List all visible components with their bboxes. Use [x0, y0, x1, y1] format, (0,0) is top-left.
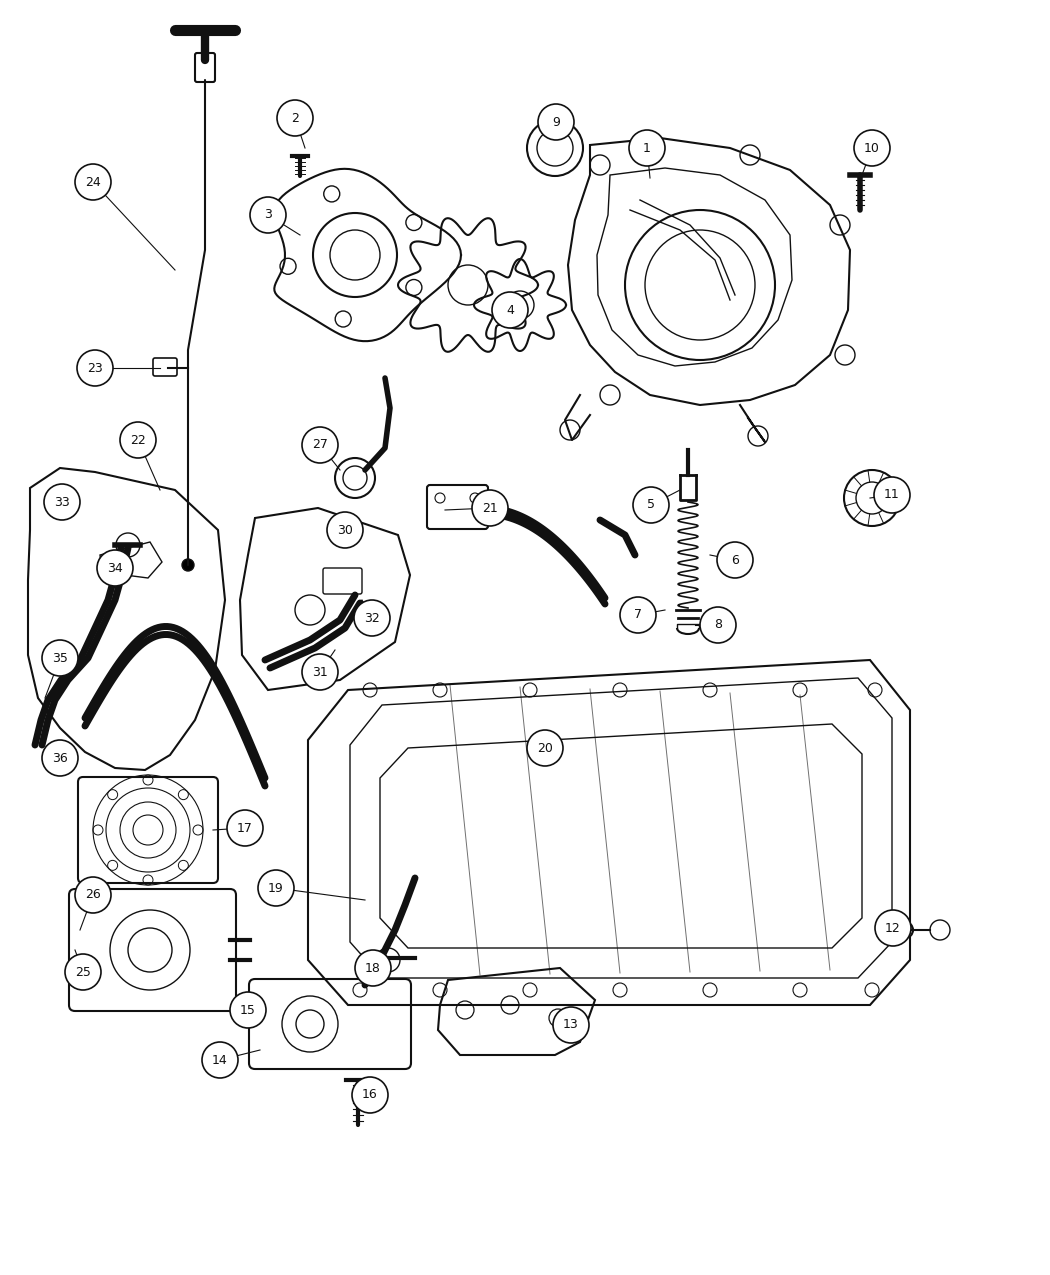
Text: 13: 13 — [563, 1019, 579, 1031]
Circle shape — [527, 731, 563, 766]
Circle shape — [875, 910, 911, 946]
Text: 23: 23 — [87, 362, 103, 375]
Text: 7: 7 — [634, 608, 642, 621]
Circle shape — [120, 422, 156, 458]
Circle shape — [97, 550, 133, 586]
Circle shape — [75, 164, 111, 200]
Circle shape — [352, 1077, 388, 1113]
Circle shape — [472, 490, 508, 527]
Circle shape — [327, 513, 363, 548]
Text: 20: 20 — [537, 742, 553, 755]
Text: 17: 17 — [237, 821, 253, 835]
Text: 3: 3 — [264, 209, 272, 222]
Text: 18: 18 — [365, 961, 381, 974]
Text: 33: 33 — [55, 496, 70, 509]
Text: 21: 21 — [482, 501, 498, 515]
Circle shape — [629, 130, 665, 166]
Text: 11: 11 — [884, 488, 900, 501]
Text: 16: 16 — [362, 1089, 378, 1102]
FancyBboxPatch shape — [153, 358, 177, 376]
Text: 34: 34 — [107, 561, 123, 575]
FancyBboxPatch shape — [195, 54, 215, 82]
Text: 2: 2 — [291, 111, 299, 125]
Text: 30: 30 — [337, 524, 353, 537]
Text: 24: 24 — [85, 176, 101, 189]
Circle shape — [182, 558, 194, 571]
Circle shape — [492, 292, 528, 328]
Circle shape — [277, 99, 313, 136]
Text: 9: 9 — [552, 116, 560, 129]
Text: 15: 15 — [240, 1003, 256, 1016]
Text: 35: 35 — [52, 652, 68, 664]
Circle shape — [854, 130, 890, 166]
Text: 27: 27 — [312, 439, 328, 451]
Text: 6: 6 — [731, 553, 739, 566]
Text: 19: 19 — [268, 881, 284, 895]
Circle shape — [75, 877, 111, 913]
Text: 12: 12 — [885, 922, 901, 935]
Circle shape — [42, 640, 78, 676]
Circle shape — [250, 198, 286, 233]
Text: 32: 32 — [364, 612, 380, 625]
Circle shape — [897, 922, 914, 938]
Text: 5: 5 — [647, 499, 655, 511]
Circle shape — [633, 487, 669, 523]
Text: 25: 25 — [75, 965, 91, 978]
Circle shape — [620, 597, 656, 632]
Circle shape — [44, 484, 80, 520]
Circle shape — [302, 427, 338, 463]
Circle shape — [355, 950, 391, 986]
Circle shape — [230, 992, 266, 1028]
Circle shape — [42, 740, 78, 776]
Text: 14: 14 — [212, 1053, 228, 1066]
Text: 22: 22 — [130, 434, 146, 446]
Circle shape — [874, 477, 910, 513]
Circle shape — [65, 954, 101, 989]
Text: 1: 1 — [643, 142, 651, 154]
Circle shape — [202, 1042, 238, 1077]
Circle shape — [227, 810, 262, 847]
Circle shape — [77, 351, 113, 386]
Text: 31: 31 — [312, 666, 328, 678]
Circle shape — [258, 870, 294, 907]
Circle shape — [717, 542, 753, 578]
Text: 26: 26 — [85, 889, 101, 901]
Circle shape — [302, 654, 338, 690]
Circle shape — [553, 1007, 589, 1043]
Circle shape — [700, 607, 736, 643]
Text: 4: 4 — [506, 303, 513, 316]
Text: 36: 36 — [52, 751, 68, 765]
Text: 10: 10 — [864, 142, 880, 154]
Text: 8: 8 — [714, 618, 722, 631]
Circle shape — [538, 105, 574, 140]
Circle shape — [354, 601, 390, 636]
